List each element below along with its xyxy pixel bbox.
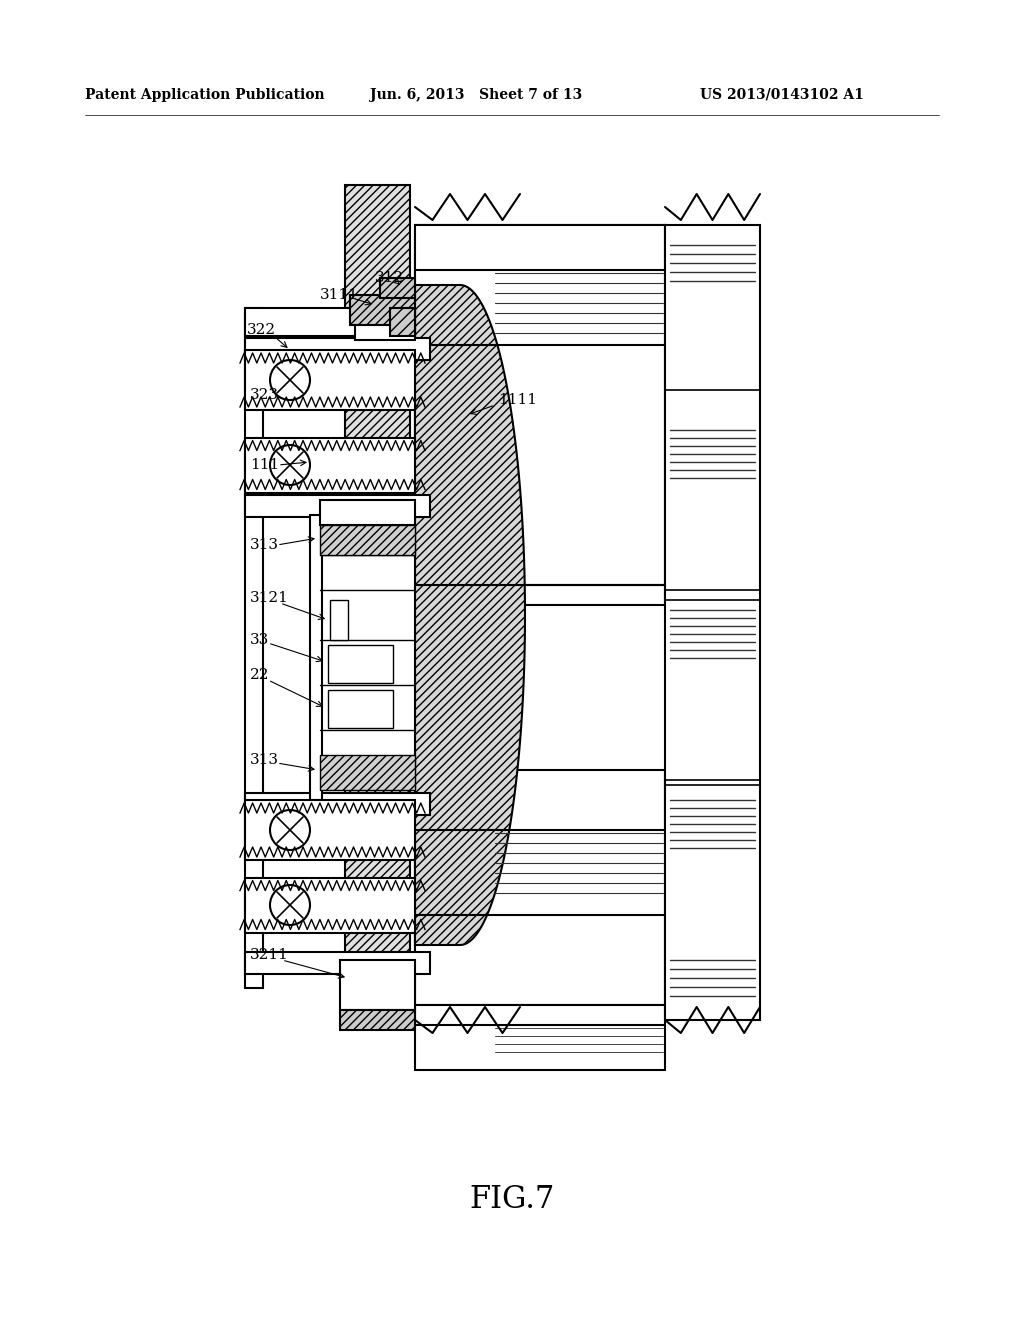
Bar [340, 1010, 415, 1030]
Bar [415, 770, 665, 1005]
Bar [245, 952, 430, 974]
Text: 22: 22 [250, 668, 269, 682]
Bar [319, 525, 415, 789]
Circle shape [270, 445, 310, 484]
Bar [245, 495, 430, 517]
Bar [245, 308, 263, 987]
Bar [415, 780, 665, 1005]
Bar [245, 793, 430, 814]
Circle shape [270, 884, 310, 925]
Bar [415, 224, 665, 585]
Bar [345, 185, 410, 1020]
Text: FIG.7: FIG.7 [469, 1184, 555, 1216]
Text: 3121: 3121 [250, 591, 289, 605]
Bar [245, 350, 415, 411]
Bar [245, 878, 415, 932]
Bar [390, 308, 415, 337]
Text: 111: 111 [250, 458, 280, 473]
Bar [310, 515, 322, 800]
Bar [319, 755, 415, 789]
Bar [319, 525, 415, 554]
Bar [328, 690, 393, 729]
Text: 312: 312 [375, 271, 404, 285]
Bar [328, 645, 393, 682]
Bar [380, 279, 415, 298]
Text: 3211: 3211 [250, 948, 289, 962]
Bar [340, 960, 415, 1010]
Bar [665, 224, 760, 1020]
Bar [319, 500, 415, 525]
Bar [245, 800, 415, 861]
Bar [345, 440, 410, 465]
Bar [245, 437, 415, 492]
Bar [415, 224, 665, 605]
Text: 322: 322 [247, 323, 276, 337]
Text: 313: 313 [250, 752, 279, 767]
Text: 3111: 3111 [319, 288, 358, 302]
Bar [355, 325, 415, 341]
Bar [415, 1005, 665, 1071]
Bar [330, 601, 348, 640]
Text: 323: 323 [250, 388, 279, 403]
Polygon shape [415, 285, 525, 945]
Text: 33: 33 [250, 634, 269, 647]
Text: US 2013/0143102 A1: US 2013/0143102 A1 [700, 88, 864, 102]
Circle shape [270, 360, 310, 400]
Circle shape [270, 810, 310, 850]
Text: 313: 313 [250, 539, 279, 552]
Text: Jun. 6, 2013   Sheet 7 of 13: Jun. 6, 2013 Sheet 7 of 13 [370, 88, 583, 102]
Text: Patent Application Publication: Patent Application Publication [85, 88, 325, 102]
Bar [245, 308, 415, 337]
Bar [350, 294, 415, 325]
Bar [245, 338, 430, 360]
Text: 1111: 1111 [498, 393, 537, 407]
